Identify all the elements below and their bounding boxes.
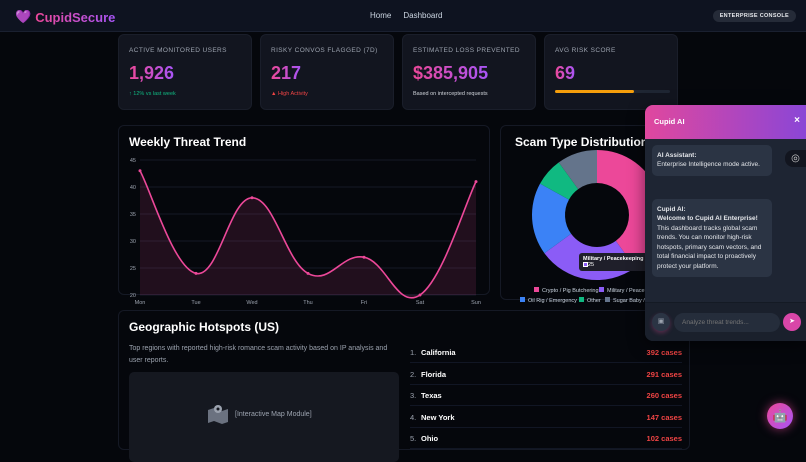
nav-home[interactable]: Home <box>370 11 392 20</box>
data-point[interactable] <box>474 180 478 184</box>
hotspot-row: 4. New York 147 cases <box>410 407 682 428</box>
y-tick-label: 45 <box>130 158 136 164</box>
hotspot-cases: 147 cases <box>646 412 682 422</box>
trend-card: Weekly Threat Trend <box>118 125 490 295</box>
stat-label: RISKY CONVOS FLAGGED (7D) <box>271 47 378 54</box>
x-tick-label: Wed <box>246 300 257 306</box>
y-tick-label: 40 <box>130 185 136 191</box>
x-tick-label: Mon <box>135 300 146 306</box>
stat-value: 69 <box>555 63 576 83</box>
legend-swatch <box>599 287 604 292</box>
hotspot-cases: 260 cases <box>646 391 682 400</box>
stat-value: 217 <box>271 63 302 83</box>
x-tick-label: Thu <box>303 300 312 306</box>
donut-slice[interactable] <box>540 162 579 200</box>
trend-chart: 20 25 30 35 40 45 Mon Tue Wed Thu Fri Sat Sun <box>130 158 481 306</box>
y-tick-label: 20 <box>130 293 136 299</box>
chat-title: Cupid AI <box>654 117 685 126</box>
tooltip-label: Military / Peacekeeping <box>583 256 644 262</box>
legend-label[interactable]: Military / Peacek <box>607 288 648 294</box>
donut-slice[interactable] <box>532 183 572 254</box>
geo-description: Top regions with reported high-risk roma… <box>129 345 388 364</box>
hotspot-cases: 392 cases <box>646 348 682 357</box>
hotspot-row: 2. Florida 291 cases <box>410 364 682 385</box>
data-point[interactable] <box>418 293 422 297</box>
legend-label[interactable]: Oil Rig / Emergency <box>528 298 577 304</box>
accessibility-icon[interactable]: ◎ <box>785 150 806 167</box>
data-point[interactable] <box>138 169 142 173</box>
hotspot-state: California <box>421 348 456 357</box>
top-nav: 💜 CupidSecure Home Dashboard ENTERPRISE CO… <box>0 0 806 32</box>
hotspot-cases: 291 cases <box>646 369 682 379</box>
image-upload-button[interactable]: ▣ <box>652 313 670 331</box>
chat-panel: Cupid AI × AI Assistant: Enterprise Intel… <box>645 105 806 341</box>
chat-input[interactable] <box>674 313 780 332</box>
hotspot-state: New York <box>421 412 455 422</box>
hotspot-row: 3. Texas 260 cases <box>410 385 682 406</box>
stat-value: 1,926 <box>129 63 175 83</box>
stat-label: ACTIVE MONITORED USERS <box>129 47 227 54</box>
x-tick-label: Sat <box>416 300 425 306</box>
data-point[interactable] <box>250 196 254 200</box>
hotspot-rank: 2. <box>410 369 417 379</box>
geo-title: Geographic Hotspots (US) <box>129 320 280 334</box>
risk-progress-bar <box>555 90 670 93</box>
chat-message: AI Assistant: Enterprise Intelligence mod… <box>652 145 772 176</box>
donut-title: Scam Type Distribution <box>515 135 649 149</box>
close-icon[interactable]: × <box>794 115 800 126</box>
chatbot-fab[interactable]: 🤖 <box>767 403 793 429</box>
hotspot-rank: 1. <box>410 348 417 357</box>
stat-card: RISKY CONVOS FLAGGED (7D) 217 ▲ High Activ… <box>260 34 394 110</box>
map-icon <box>208 405 228 424</box>
chart-tooltip: Military / Peacekeeping 25 <box>579 253 648 271</box>
x-tick-label: Fri <box>361 300 367 306</box>
x-tick-label: Sun <box>471 300 481 306</box>
stat-subtext: ↑ 12% vs last week <box>129 91 176 97</box>
send-button[interactable]: ➤ <box>783 313 801 331</box>
enterprise-console-badge[interactable]: ENTERPRISE CONSOLE <box>712 10 796 22</box>
hotspot-state: Texas <box>421 391 442 400</box>
hotspot-rank: 3. <box>410 391 417 400</box>
stat-value: $385,905 <box>413 63 489 83</box>
heart-icon: 💜 <box>15 9 32 24</box>
hotspot-rank: 4. <box>410 412 417 422</box>
legend-label[interactable]: Crypto / Pig Butchering <box>542 288 599 294</box>
map-placeholder: [Interactive Map Module] <box>235 410 312 418</box>
legend-swatch <box>579 297 584 302</box>
donut-slice[interactable] <box>558 150 597 190</box>
area-fill <box>140 170 476 298</box>
data-point[interactable] <box>306 271 310 275</box>
legend-label[interactable]: Sugar Baby / S <box>613 298 650 304</box>
brand-logo[interactable]: 💜 CupidSecure <box>15 9 116 25</box>
legend-swatch <box>534 287 539 292</box>
trend-title: Weekly Threat Trend <box>129 135 247 149</box>
stat-card: ESTIMATED LOSS PREVENTED $385,905 Based on… <box>402 34 536 110</box>
stat-label: ESTIMATED LOSS PREVENTED <box>413 47 520 54</box>
hotspot-row: 1. California 392 cases <box>410 342 682 363</box>
x-tick-label: Tue <box>191 300 200 306</box>
y-tick-label: 30 <box>130 239 136 245</box>
y-tick-label: 35 <box>130 212 136 218</box>
tooltip-value: 25 <box>588 262 595 268</box>
hotspot-state: Florida <box>421 369 447 379</box>
stat-card: AVG RISK SCORE 69 <box>544 34 678 110</box>
data-point[interactable] <box>362 255 366 259</box>
chat-header: Cupid AI × <box>645 105 806 139</box>
y-tick-label: 25 <box>130 266 136 272</box>
robot-icon: 🤖 <box>772 409 788 423</box>
legend-swatch <box>520 297 525 302</box>
stat-subtext: ▲ High Activity <box>271 91 308 97</box>
stat-label: AVG RISK SCORE <box>555 47 616 54</box>
map-module[interactable]: [Interactive Map Module] <box>129 372 399 462</box>
stat-card: ACTIVE MONITORED USERS 1,926 ↑ 12% vs last… <box>118 34 252 110</box>
legend-label[interactable]: Other <box>587 298 601 304</box>
legend-swatch <box>605 297 610 302</box>
chat-message: Cupid AI: Welcome to Cupid AI Enterprise!… <box>652 199 772 277</box>
nav-dashboard[interactable]: Dashboard <box>403 11 443 20</box>
data-point[interactable] <box>194 271 198 275</box>
stat-subtext: Based on intercepted requests <box>413 91 488 97</box>
